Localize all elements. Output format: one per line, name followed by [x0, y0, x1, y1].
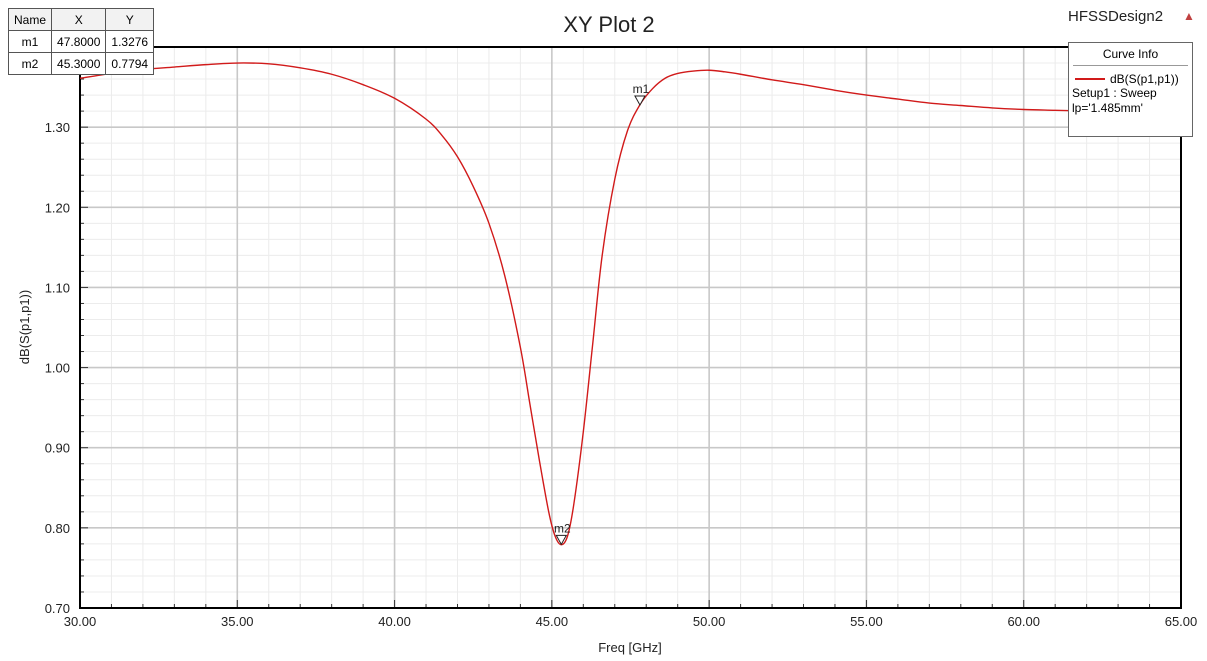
x-tick-label: 30.00 — [64, 614, 97, 629]
legend-param-line: lp='1.485mm' — [1072, 101, 1143, 115]
marker-x-cell: 47.8000 — [51, 30, 107, 53]
x-axis-label: Freq [GHz] — [598, 640, 662, 655]
x-tick-label: 40.00 — [378, 614, 411, 629]
plot-frame — [79, 46, 1182, 609]
marker-table-col-name: Name — [7, 8, 53, 31]
marker-table-row[interactable]: m1 47.8000 1.3276 — [7, 30, 155, 53]
y-tick-label: 1.00 — [45, 361, 70, 376]
marker-x-cell: 45.3000 — [51, 52, 107, 75]
marker-y-cell: 0.7794 — [105, 52, 155, 75]
marker-name-cell: m2 — [7, 52, 53, 75]
series-layer — [79, 62, 1103, 546]
marker-table-header: Name X Y — [7, 8, 155, 31]
legend-entry-label: dB(S(p1,p1)) — [1110, 72, 1179, 86]
minor-grid — [80, 47, 1181, 608]
curve-info-title: Curve Info — [1073, 43, 1188, 66]
y-tick-label: 0.90 — [45, 441, 70, 456]
warning-icon[interactable]: ▲ — [1183, 9, 1195, 23]
marker-table[interactable]: Name X Y m1 47.8000 1.3276 m2 45.3000 0.… — [7, 8, 155, 75]
marker-name-cell: m1 — [7, 30, 53, 53]
y-tick-labels: 0.70 0.80 0.90 1.00 1.10 1.20 1.30 — [45, 120, 70, 616]
chart-title: XY Plot 2 — [563, 12, 654, 37]
legend-entry[interactable]: dB(S(p1,p1)) — [1069, 72, 1192, 86]
marker-y-cell: 1.3276 — [105, 30, 155, 53]
marker-triangle[interactable] — [555, 534, 568, 546]
x-tick-label: 65.00 — [1165, 614, 1198, 629]
y-tick-label: 1.30 — [45, 120, 70, 135]
y-tick-label: 0.80 — [45, 521, 70, 536]
marker-table-row[interactable]: m2 45.3000 0.7794 — [7, 52, 155, 75]
curve-info-legend[interactable]: Curve Info dB(S(p1,p1)) Setup1 : Sweep l… — [1068, 42, 1193, 137]
y-axis-label: dB(S(p1,p1)) — [17, 290, 32, 364]
series-line — [79, 62, 1103, 546]
major-grid — [79, 46, 1182, 609]
marker-layer: m1 m2 — [554, 82, 650, 546]
y-tick-label: 1.10 — [45, 280, 70, 295]
x-tick-labels: 30.00 35.00 40.00 45.00 50.00 55.00 60.00 65.00 — [64, 614, 1198, 629]
marker-table-col-y: Y — [105, 8, 155, 31]
marker-label: m1 — [633, 82, 650, 96]
marker-table-col-x: X — [51, 8, 107, 31]
marker-label: m2 — [554, 521, 571, 535]
legend-setup-line: Setup1 : Sweep — [1072, 86, 1157, 100]
x-tick-label: 55.00 — [850, 614, 883, 629]
x-tick-label: 50.00 — [693, 614, 726, 629]
legend-swatch — [1075, 78, 1105, 80]
design-name-label: HFSSDesign2 — [1068, 8, 1164, 25]
x-tick-label: 60.00 — [1007, 614, 1040, 629]
x-tick-label: 45.00 — [536, 614, 569, 629]
y-tick-label: 0.70 — [45, 601, 70, 616]
x-tick-label: 35.00 — [221, 614, 254, 629]
marker-triangle[interactable] — [634, 95, 646, 107]
y-tick-label: 1.20 — [45, 200, 70, 215]
